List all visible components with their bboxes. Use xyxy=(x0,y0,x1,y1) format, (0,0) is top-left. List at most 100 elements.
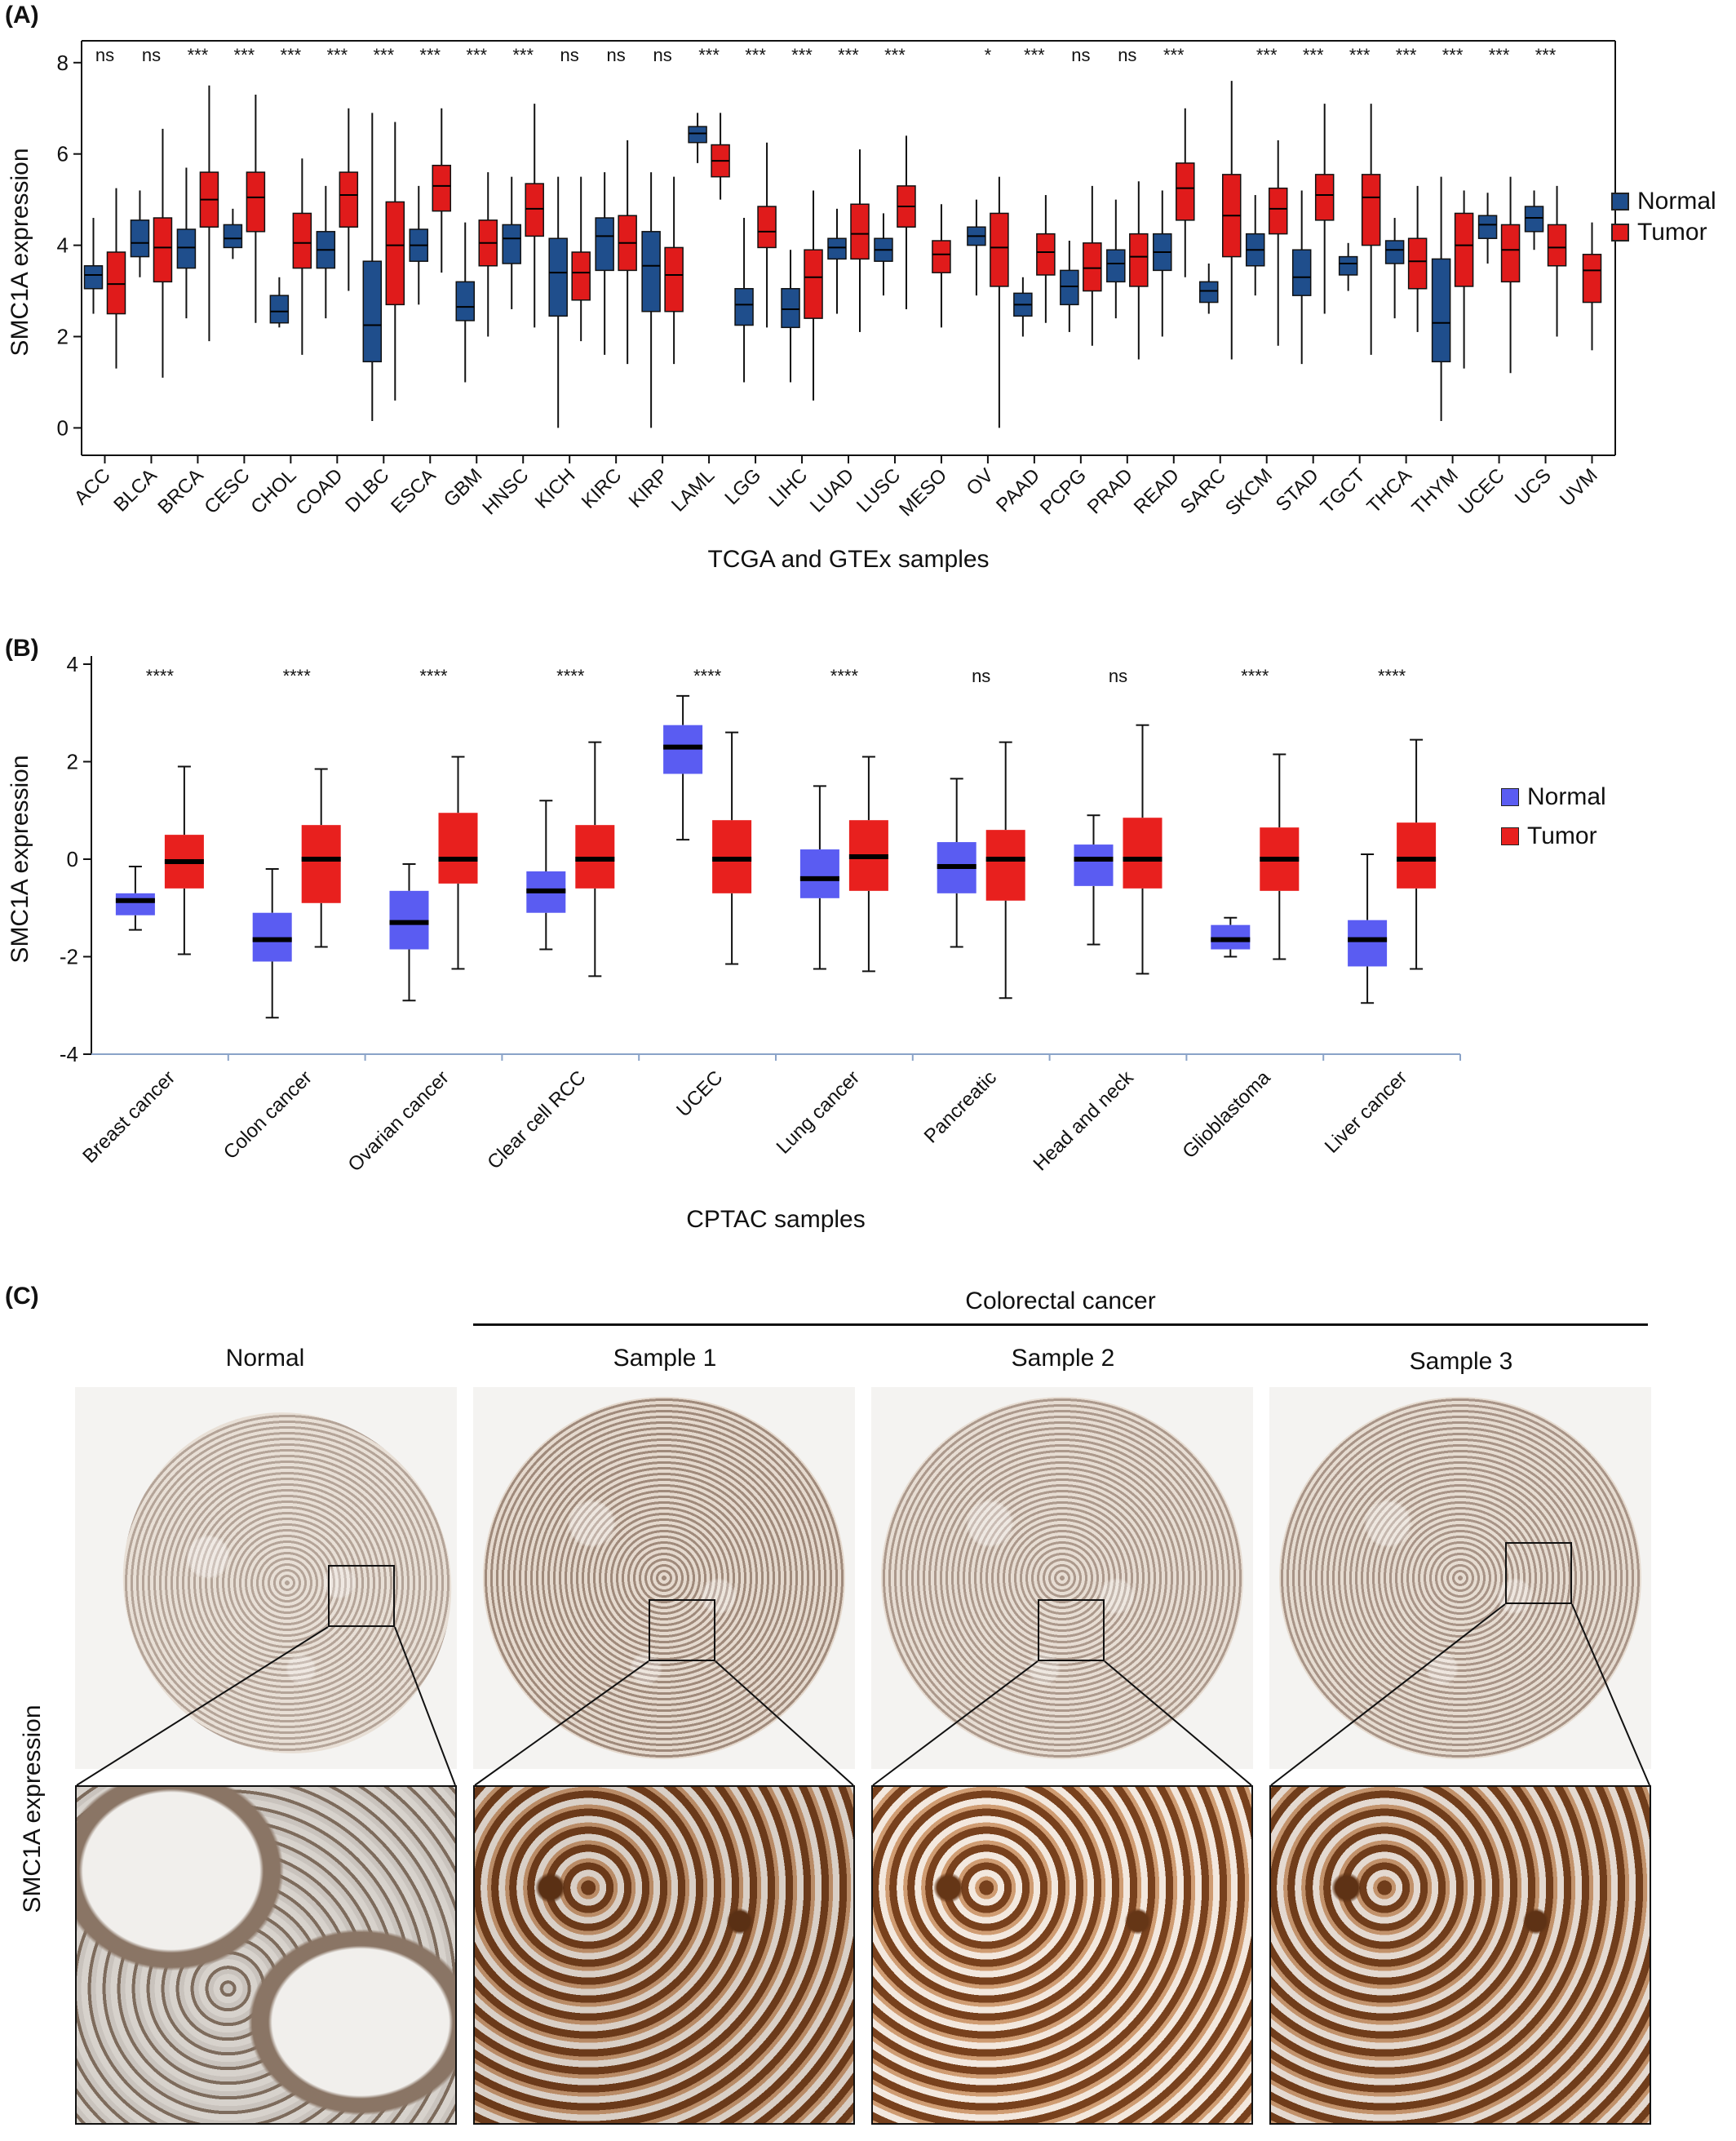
charta-significance-hnsc: *** xyxy=(512,45,534,65)
charta-normal-box-thym xyxy=(1431,258,1451,363)
charta-tumor-box-lihc xyxy=(804,249,823,319)
charta-significance-stad: *** xyxy=(1303,45,1324,65)
chartb-significance-ucec: **** xyxy=(693,666,722,686)
legend-b-normal: Normal xyxy=(1501,778,1606,817)
chartb-tumor-box-colon-cancer xyxy=(301,825,341,903)
legend-b-tumor-label: Tumor xyxy=(1527,822,1597,849)
chartb-significance-ovarian-cancer: **** xyxy=(419,666,448,686)
charta-tumor-box-kirp xyxy=(664,246,684,313)
ihc-selection-sample-1 xyxy=(649,1599,715,1661)
charta-tumor-box-dlbc xyxy=(385,201,405,306)
chartb-ytick-label--2: -2 xyxy=(60,945,78,969)
legend-b: Normal Tumor xyxy=(1501,778,1606,856)
ihc-selection-sample-2 xyxy=(1038,1599,1105,1661)
charta-xlabel: TCGA and GTEx samples xyxy=(707,546,989,573)
charta-tumor-box-uvm xyxy=(1582,254,1602,304)
charta-normal-box-laml xyxy=(688,126,707,144)
charta-normal-box-luad xyxy=(827,237,847,260)
ihc-overview-sample-3 xyxy=(1269,1387,1651,1769)
charta-significance-acc: ns xyxy=(95,45,114,65)
charta-significance-lusc: *** xyxy=(884,45,906,65)
chartb-tumor-box-head-and-neck xyxy=(1123,818,1162,889)
charta-significance-skcm: *** xyxy=(1256,45,1278,65)
charta-significance-brca: *** xyxy=(188,45,209,65)
charta-normal-box-lgg xyxy=(734,288,754,326)
charta-normal-box-kich xyxy=(548,237,568,317)
ihc-zoom-sample-2 xyxy=(871,1785,1253,2125)
charta-normal-box-gbm xyxy=(455,281,475,321)
charta-significance-laml: *** xyxy=(698,45,720,65)
charta-tumor-box-meso xyxy=(932,240,951,273)
charta-tumor-box-thca xyxy=(1407,237,1428,290)
charta-significance-read: *** xyxy=(1163,45,1185,65)
chartb-normal-box-head-and-neck xyxy=(1074,844,1114,886)
ihc-zoom-sample-3 xyxy=(1269,1785,1651,2125)
charta-normal-box-prad xyxy=(1106,249,1126,283)
charta-significance-lihc: *** xyxy=(791,45,813,65)
legend-a-tumor-label: Tumor xyxy=(1637,219,1707,246)
tissue-core-sample-1 xyxy=(483,1397,845,1759)
charta-significance-tgct: *** xyxy=(1349,45,1371,65)
charta-significance-paad: *** xyxy=(1024,45,1045,65)
legend-a-normal: Normal xyxy=(1611,186,1716,217)
charta-normal-box-sarc xyxy=(1199,281,1219,304)
charta-normal-box-tgct xyxy=(1338,255,1358,276)
ihc-overview-sample-1 xyxy=(473,1387,855,1769)
charta-normal-box-brca xyxy=(176,228,197,269)
charta-normal-box-acc xyxy=(83,265,104,290)
legend-a-tumor-swatch xyxy=(1611,224,1629,242)
ihc-selection-sample-3 xyxy=(1505,1542,1572,1604)
ihc-selection-normal xyxy=(328,1565,395,1627)
charta-significance-luad: *** xyxy=(838,45,859,65)
chartb-tumor-box-pancreatic xyxy=(985,830,1025,901)
chart-a-tcga-gtex: 0 2 4 6 8 SMC1A expression TCGA and GTEx sampl… xyxy=(7,40,1616,573)
charta-normal-box-ucs xyxy=(1524,206,1544,233)
charta-significance-thca: *** xyxy=(1396,45,1417,65)
charta-ytick-label-4: 4 xyxy=(57,233,69,258)
charta-significance-ucs: *** xyxy=(1535,45,1557,65)
charta-normal-box-thca xyxy=(1384,240,1405,264)
charta-normal-box-blca xyxy=(130,219,150,258)
charta-tumor-box-luad xyxy=(850,203,870,260)
charta-ytick-label-2: 2 xyxy=(57,325,69,349)
chartb-ytick-label-0: 0 xyxy=(67,847,78,871)
charta-tumor-box-lgg xyxy=(757,206,777,249)
tissue-core-sample-2 xyxy=(881,1397,1243,1759)
charta-tumor-box-hnsc xyxy=(525,183,544,237)
charta-tumor-box-ucec xyxy=(1500,224,1521,283)
legend-a-tumor: Tumor xyxy=(1611,217,1716,248)
chartb-significance-pancreatic: ns xyxy=(972,666,990,686)
charta-tumor-box-acc xyxy=(106,251,126,315)
panel-label-a: (A) xyxy=(5,2,39,29)
legend-b-normal-swatch xyxy=(1501,788,1519,806)
charta-significance-prad: ns xyxy=(1118,45,1136,65)
charta-significance-kirp: ns xyxy=(653,45,671,65)
panel-label-b: (B) xyxy=(5,635,39,662)
charta-tumor-box-ucs xyxy=(1547,224,1567,267)
ihc-col-title-normal: Normal xyxy=(225,1345,305,1372)
ihc-col-title-sample-3: Sample 3 xyxy=(1409,1348,1513,1375)
charta-tumor-box-ov xyxy=(990,212,1009,287)
charta-normal-box-hnsc xyxy=(502,224,521,264)
charta-significance-dlbc: *** xyxy=(373,45,394,65)
tissue-core-sample-3 xyxy=(1279,1397,1641,1759)
chartb-normal-box-lung-cancer xyxy=(799,849,839,898)
charta-tumor-box-read xyxy=(1176,162,1195,221)
chartb-significance-breast-cancer: **** xyxy=(146,666,175,686)
chartb-significance-clear-cell-rcc: **** xyxy=(556,666,585,686)
chartb-tumor-box-ovarian-cancer xyxy=(438,813,478,884)
charta-normal-box-ucec xyxy=(1477,215,1498,239)
ihc-overview-sample-2 xyxy=(871,1387,1253,1769)
charta-significance-esca: *** xyxy=(419,45,441,65)
charta-significance-ucec: *** xyxy=(1489,45,1510,65)
charta-ytick-label-0: 0 xyxy=(57,415,69,440)
chartb-significance-lung-cancer: **** xyxy=(830,666,859,686)
panel-label-c: (C) xyxy=(5,1283,39,1310)
charta-normal-box-kirc xyxy=(595,217,614,272)
ihc-group-line xyxy=(473,1323,1648,1326)
charta-significance-cesc: *** xyxy=(234,45,255,65)
charta-ylabel: SMC1A expression xyxy=(7,148,33,356)
charta-tumor-box-skcm xyxy=(1268,187,1288,235)
ihc-col-title-sample-2: Sample 2 xyxy=(1011,1345,1115,1372)
